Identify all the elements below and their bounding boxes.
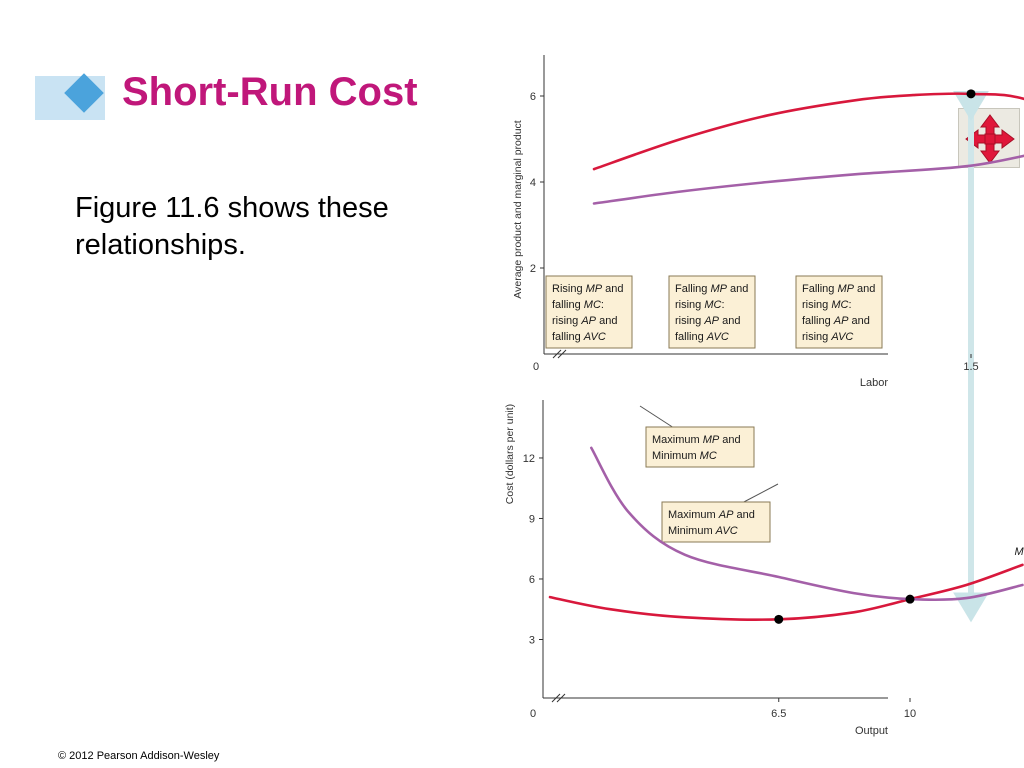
- label-box-line: Minimum MC: [652, 450, 717, 462]
- y-axis-label-bottom: Cost (dollars per unit): [504, 404, 516, 504]
- label-box-bg: [795, 275, 883, 349]
- key-point-bottom-1: [774, 614, 784, 624]
- key-point-bottom-2: [905, 594, 915, 604]
- label-box-line: Maximum MP and: [652, 434, 741, 446]
- label-box-line: falling AVC: [675, 331, 729, 343]
- label-box-line: falling AP and: [802, 315, 870, 327]
- y-tick-label-bottom: 6: [529, 574, 535, 586]
- series-line-mp: [592, 92, 1024, 171]
- annotation-box-top-1: Rising MP and falling MC: rising AP and fal…: [545, 275, 633, 349]
- annotation-box-bottom-1: Maximum MP and Minimum MC: [645, 426, 755, 468]
- label-box-line: Maximum AP and: [668, 509, 755, 521]
- origin-label-bottom: 0: [530, 708, 536, 720]
- axis-break-top: [552, 349, 567, 359]
- y-tick-label-top: 6: [530, 91, 536, 103]
- x-axis-label-top: Labor: [860, 377, 888, 389]
- annotation-box-top-2: Falling MP and rising MC: rising AP and fal…: [668, 275, 756, 349]
- y-tick-label-bottom: 12: [523, 453, 535, 465]
- label-box-bg: [661, 501, 771, 543]
- label-box-line: rising AVC: [802, 331, 853, 343]
- x-tick-label-bottom: 10: [904, 708, 916, 720]
- x-tick-label-top: 1.5: [963, 361, 978, 373]
- leader-line-1: [639, 405, 675, 429]
- origin-label-top: 0: [533, 361, 539, 373]
- label-box-bg: [545, 275, 633, 349]
- copyright-text: © 2012 Pearson Addison-Wesley: [58, 750, 220, 762]
- label-box-line: rising AP and: [552, 315, 617, 327]
- connector-layer: [953, 90, 989, 623]
- x-axis-label-bottom: Output: [855, 725, 888, 737]
- cost-curves-panel: 3 6 9 12 6.5 10 0 Output Cost (dollars per unit)…: [504, 400, 1024, 737]
- slide-title: Short-Run Cost: [122, 70, 418, 114]
- y-tick-label-top: 2: [530, 263, 536, 275]
- x-tick-label-bottom: 6.5: [771, 708, 786, 720]
- annotation-box-bottom-2: Maximum AP and Minimum AVC: [661, 501, 771, 543]
- series-line-mc: [548, 563, 1024, 621]
- series-line-ap: [592, 154, 1024, 205]
- body-text: Figure 11.6 shows these relationships.: [75, 192, 389, 261]
- label-box-bg: [645, 426, 755, 468]
- key-point-top-1: [966, 89, 976, 99]
- series-label-mc: MC: [1015, 546, 1024, 558]
- label-box-line: Rising MP and: [552, 283, 624, 295]
- label-box-line: Minimum AVC: [668, 525, 738, 537]
- series-line-avc: [590, 446, 1024, 602]
- y-tick-label-bottom: 9: [529, 513, 535, 525]
- label-box-line: rising AP and: [675, 315, 740, 327]
- label-box-line: falling MC:: [552, 299, 604, 311]
- label-box-line: rising MC:: [802, 299, 852, 311]
- y-tick-label-bottom: 3: [529, 634, 535, 646]
- y-axis-label-top: Average product and marginal product: [512, 120, 524, 299]
- label-box-line: rising MC:: [675, 299, 725, 311]
- leader-line-2: [739, 483, 779, 505]
- label-box-line: falling AVC: [552, 331, 606, 343]
- y-tick-label-top: 4: [530, 177, 536, 189]
- axis-break-bottom: [551, 693, 566, 703]
- label-box-bg: [668, 275, 756, 349]
- label-box-line: Falling MP and: [802, 283, 875, 295]
- label-box-line: Falling MP and: [675, 283, 748, 295]
- annotation-box-top-3: Falling MP and rising MC: falling AP and ri…: [795, 275, 883, 349]
